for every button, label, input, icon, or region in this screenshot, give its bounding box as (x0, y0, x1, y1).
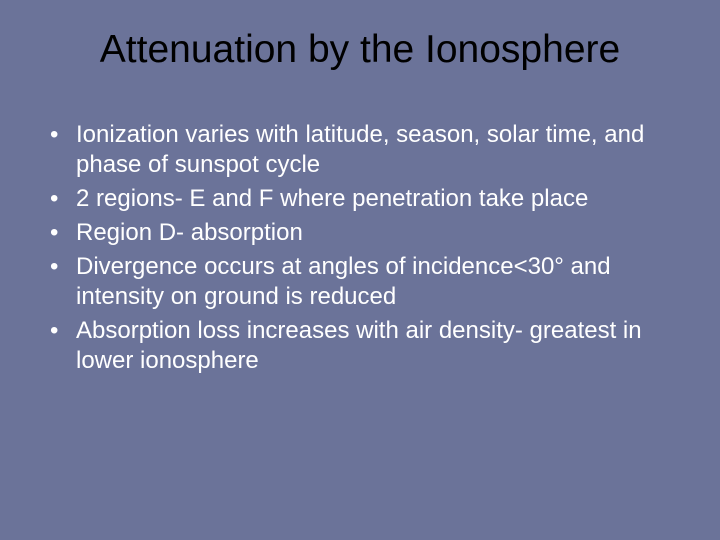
bullet-list: Ionization varies with latitude, season,… (40, 120, 680, 376)
slide: Attenuation by the Ionosphere Ionization… (0, 0, 720, 540)
list-item: Ionization varies with latitude, season,… (48, 120, 680, 180)
slide-title: Attenuation by the Ionosphere (40, 28, 680, 72)
list-item: Absorption loss increases with air densi… (48, 316, 680, 376)
list-item: Region D- absorption (48, 218, 680, 248)
list-item: 2 regions- E and F where penetration tak… (48, 184, 680, 214)
list-item: Divergence occurs at angles of incidence… (48, 252, 680, 312)
